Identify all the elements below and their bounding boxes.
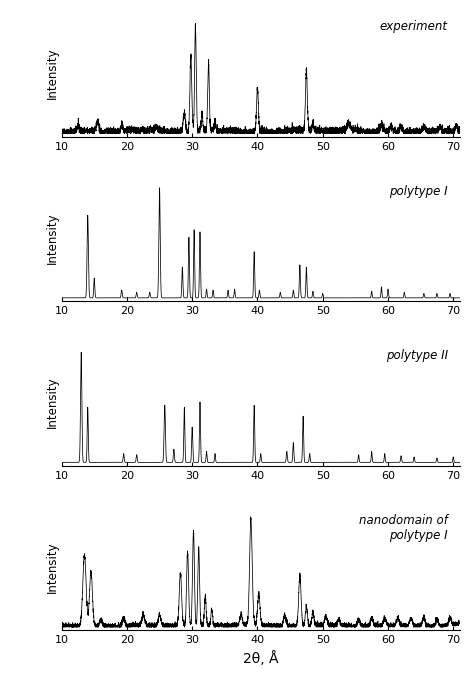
Text: experiment: experiment	[380, 20, 448, 33]
Y-axis label: Intensity: Intensity	[46, 48, 59, 99]
Y-axis label: Intensity: Intensity	[46, 212, 59, 264]
Text: polytype II: polytype II	[386, 349, 448, 362]
Y-axis label: Intensity: Intensity	[46, 377, 59, 428]
Text: polytype I: polytype I	[389, 185, 448, 197]
Text: nanodomain of
polytype I: nanodomain of polytype I	[359, 514, 448, 542]
X-axis label: 2θ, Å: 2θ, Å	[243, 650, 278, 665]
Y-axis label: Intensity: Intensity	[46, 541, 59, 592]
